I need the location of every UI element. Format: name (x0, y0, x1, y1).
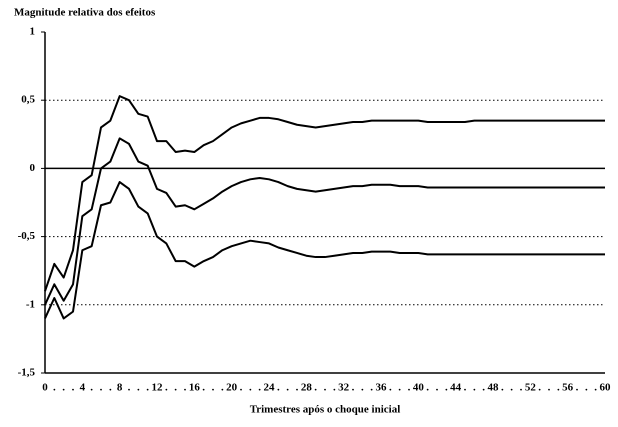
x-tick-label: . (314, 382, 317, 394)
x-tick-label: . (333, 382, 336, 394)
x-tick-label: . (146, 382, 149, 394)
x-tick-label: . (165, 382, 168, 394)
x-tick-label: . (277, 382, 280, 394)
x-tick-label: . (576, 382, 579, 394)
x-tick-label: 16 (189, 382, 201, 394)
x-tick-label: . (482, 382, 485, 394)
x-tick-label: 4 (80, 382, 86, 394)
x-tick-label: . (352, 382, 355, 394)
x-tick-label: 0 (42, 382, 48, 394)
y-tick-label: 0,5 (21, 94, 35, 106)
x-tick-label: . (72, 382, 75, 394)
x-tick-label: . (128, 382, 131, 394)
x-tick-label: . (473, 382, 476, 394)
x-tick-label: . (426, 382, 429, 394)
x-tick-label: 32 (338, 382, 350, 394)
x-tick-label: . (324, 382, 327, 394)
x-tick-label: . (510, 382, 513, 394)
x-tick-label: . (296, 382, 299, 394)
y-tick-label: -1,5 (18, 367, 36, 379)
x-tick-label: . (389, 382, 392, 394)
x-tick-label: . (557, 382, 560, 394)
x-tick-label: 24 (264, 382, 276, 394)
line-series (44, 95, 605, 292)
x-tick-label: . (258, 382, 261, 394)
y-tick-label: -0,5 (18, 230, 36, 242)
x-tick-label: . (249, 382, 252, 394)
x-tick-label: . (90, 382, 93, 394)
x-tick-label: . (361, 382, 364, 394)
x-tick-label: . (436, 382, 439, 394)
x-tick-label: . (240, 382, 243, 394)
x-tick-label: . (501, 382, 504, 394)
x-tick-label: . (445, 382, 448, 394)
x-tick-label: . (408, 382, 411, 394)
y-tick-label: 1 (30, 26, 36, 38)
x-tick-label: . (538, 382, 541, 394)
x-tick-label: . (594, 382, 597, 394)
x-tick-label: 8 (117, 382, 123, 394)
x-tick-label: . (202, 382, 205, 394)
x-tick-label: . (174, 382, 177, 394)
x-tick-label: . (53, 382, 56, 394)
y-tick-label: 0 (30, 162, 36, 174)
x-tick-label: . (221, 382, 224, 394)
x-tick-label: 48 (488, 382, 500, 394)
x-tick-label: 40 (413, 382, 425, 394)
line-series (44, 181, 605, 320)
x-tick-label: . (212, 382, 215, 394)
x-tick-label: 56 (562, 382, 574, 394)
x-tick-label: . (370, 382, 373, 394)
x-tick-label: . (548, 382, 551, 394)
x-tick-label: . (464, 382, 467, 394)
x-tick-label: . (398, 382, 401, 394)
chart-title: Magnitude relativa dos efeitos (14, 7, 156, 19)
x-tick-label: . (520, 382, 523, 394)
x-tick-label: 44 (450, 382, 462, 394)
x-tick-label: . (62, 382, 65, 394)
x-tick-label: 28 (301, 382, 313, 394)
line-series (44, 137, 605, 306)
x-tick-label: 60 (600, 382, 612, 394)
x-tick-label: 20 (226, 382, 238, 394)
x-tick-label: . (585, 382, 588, 394)
x-tick-label: . (137, 382, 140, 394)
x-tick-label: . (184, 382, 187, 394)
x-tick-label: 12 (152, 382, 164, 394)
x-tick-label: . (100, 382, 103, 394)
x-axis-label: Trimestres após o choque inicial (250, 404, 401, 416)
y-tick-label: -1 (26, 298, 35, 310)
x-tick-label: . (286, 382, 289, 394)
x-tick-label: 52 (525, 382, 537, 394)
x-tick-label: . (109, 382, 112, 394)
x-tick-label: 36 (376, 382, 388, 394)
